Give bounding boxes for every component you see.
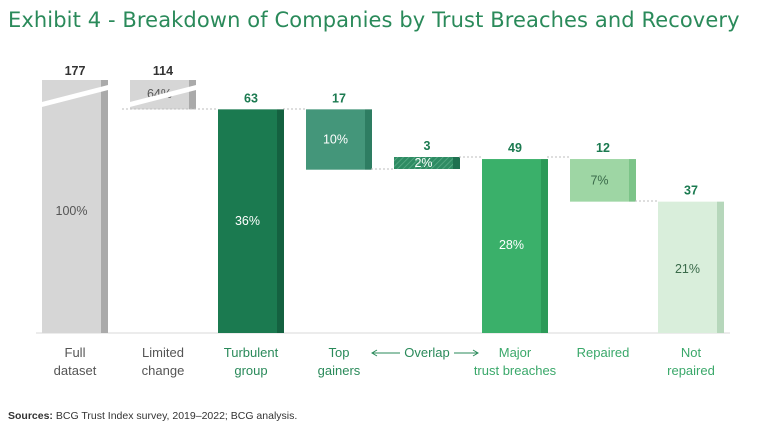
value-label-not-repaired: 37 <box>684 184 698 198</box>
bar-side-limited-change <box>189 80 196 110</box>
bar-side-major-trust-breaches <box>541 159 548 333</box>
bar-side-top-gainers <box>365 109 372 170</box>
category-label2-top-gainers: gainers <box>318 363 361 378</box>
value-label-turbulent-group: 63 <box>244 91 258 105</box>
bar-overlap: 32% <box>394 139 460 170</box>
bar-top-gainers: 17 10% Top gainers <box>306 91 372 378</box>
bar-full-dataset: 177 100% Full dataset <box>42 64 108 378</box>
bar-side-turbulent-group <box>277 109 284 333</box>
bar-side-overlap <box>453 157 460 169</box>
percent-label-full-dataset: 100% <box>56 204 88 218</box>
percent-label-turbulent-group: 36% <box>235 214 260 228</box>
category-label-top-gainers: Top <box>329 345 350 360</box>
bar-side-repaired <box>629 159 636 202</box>
chart-title: Exhibit 4 - Breakdown of Companies by Tr… <box>8 8 740 32</box>
category-label2-limited-change: change <box>142 363 185 378</box>
percent-label-not-repaired: 21% <box>675 262 700 276</box>
bar-face-turbulent-group <box>218 109 277 333</box>
category-label-repaired: Repaired <box>577 345 630 360</box>
value-label-overlap: 3 <box>424 139 431 153</box>
category-label-major-trust-breaches: Major <box>499 345 532 360</box>
source-label: Sources: <box>8 410 53 422</box>
category-label-limited-change: Limited <box>142 345 184 360</box>
overlap-arrowhead-left <box>371 349 378 357</box>
break-slash-limited-change <box>126 84 200 108</box>
value-label-limited-change: 114 <box>153 64 173 78</box>
category-label-full-dataset: Full <box>65 345 86 360</box>
percent-label-major-trust-breaches: 28% <box>499 238 524 252</box>
bar-face-repaired <box>570 159 629 202</box>
bar-face-full-dataset <box>42 80 101 333</box>
percent-label-top-gainers: 10% <box>323 133 348 147</box>
bar-side-not-repaired <box>717 201 724 333</box>
category-label2-turbulent-group: group <box>234 363 267 378</box>
bar-face-major-trust-breaches <box>482 159 541 333</box>
bar-face-not-repaired <box>658 201 717 333</box>
category-label2-full-dataset: dataset <box>54 363 97 378</box>
bar-major-trust-breaches: 49 28% Major trust breaches <box>474 141 557 378</box>
percent-label-overlap: 2% <box>414 156 432 170</box>
bar-turbulent-group: 63 36% Turbulent group <box>218 91 284 378</box>
category-label2-not-repaired: repaired <box>667 363 715 378</box>
category-label-not-repaired: Not <box>681 345 702 360</box>
overlap-label: Overlap <box>404 345 450 360</box>
break-slash-full-dataset <box>38 84 112 108</box>
bars-layer: 177100%Fulldataset11464%Limitedchange633… <box>36 64 730 378</box>
value-label-major-trust-breaches: 49 <box>508 141 522 155</box>
value-label-repaired: 12 <box>596 141 610 155</box>
overlap-arrowhead-right <box>472 349 479 357</box>
category-label-turbulent-group: Turbulent <box>224 345 279 360</box>
bar-face-overlap <box>394 157 453 169</box>
value-label-full-dataset: 177 <box>65 64 86 78</box>
category-label2-major-trust-breaches: trust breaches <box>474 363 557 378</box>
source-text: BCG Trust Index survey, 2019–2022; BCG a… <box>55 410 298 422</box>
percent-label-repaired: 7% <box>590 173 608 187</box>
source-note: Sources: BCG Trust Index survey, 2019–20… <box>8 410 297 422</box>
bar-face-top-gainers <box>306 109 365 170</box>
overlay-layer: Overlap <box>38 84 658 360</box>
bar-repaired: 12 7% Repaired <box>570 141 636 360</box>
value-label-top-gainers: 17 <box>332 91 346 105</box>
bar-not-repaired: 37 21% Not repaired <box>658 184 724 378</box>
bar-side-full-dataset <box>101 80 108 333</box>
